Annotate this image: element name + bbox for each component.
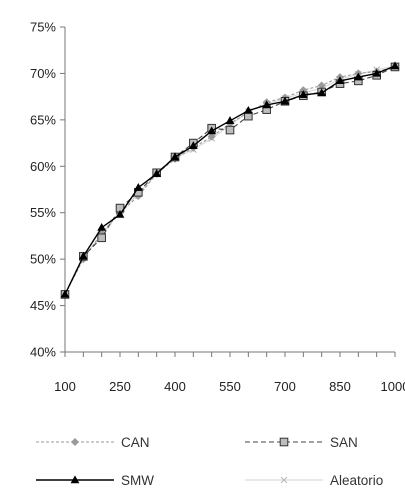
diamond-marker — [70, 437, 80, 447]
x-tick-label: 250 — [109, 379, 131, 394]
series-layer — [60, 61, 400, 299]
y-tick-label: 50% — [30, 252, 56, 267]
legend-label-smw: SMW — [121, 473, 154, 488]
triangle-marker — [353, 72, 363, 81]
triangle-marker — [280, 96, 290, 105]
legend-label-aleatorio: Aleatorio — [330, 473, 383, 488]
triangle-marker — [243, 105, 253, 114]
triangle-marker — [207, 126, 217, 135]
series-can — [60, 62, 400, 299]
y-tick-label: 70% — [30, 66, 56, 81]
triangle-marker — [372, 68, 382, 77]
chart-legend: CAN SAN SMW Aleatorio — [36, 435, 383, 488]
triangle-marker — [335, 76, 345, 85]
triangle-marker — [97, 222, 107, 231]
x-marker — [280, 476, 288, 484]
series-line-san — [64, 66, 396, 295]
triangle-marker — [78, 251, 88, 260]
diamond-marker — [207, 132, 216, 141]
legend-item-smw: SMW — [36, 473, 154, 488]
square-marker — [225, 125, 235, 135]
x-axis-tick-labels: 100 250 400 550 700 850 1000 — [54, 379, 405, 394]
y-axis-tick-labels: 40% 45% 50% 55% 60% 65% 70% 75% — [30, 20, 56, 360]
series-smw — [60, 61, 400, 298]
series-aleatorio — [61, 62, 399, 298]
triangle-marker — [70, 475, 80, 484]
square-marker — [97, 233, 106, 243]
y-tick-label: 45% — [30, 298, 56, 313]
triangle-marker — [225, 116, 235, 124]
triangle-marker — [60, 289, 70, 298]
triangle-marker — [298, 90, 308, 98]
series-line-smw — [64, 65, 396, 295]
triangle-marker — [152, 169, 162, 177]
y-tick-label: 65% — [30, 112, 56, 127]
x-tick-label: 700 — [274, 379, 296, 394]
series-line-can — [64, 66, 396, 295]
triangle-marker — [262, 100, 272, 109]
triangle-marker — [317, 88, 327, 97]
y-tick-label: 40% — [30, 345, 56, 360]
triangle-marker — [390, 61, 400, 70]
x-tick-label: 550 — [219, 379, 241, 394]
legend-label-can: CAN — [121, 435, 150, 450]
triangle-marker — [188, 141, 198, 150]
legend-item-aleatorio: Aleatorio — [245, 473, 383, 488]
series-line-aleatorio — [64, 65, 396, 295]
triangle-marker — [133, 183, 143, 191]
y-tick-label: 55% — [30, 205, 56, 220]
x-tick-label: 100 — [54, 379, 76, 394]
series-san — [60, 62, 400, 299]
x-tick-label: 850 — [329, 379, 351, 394]
triangle-marker — [115, 209, 125, 218]
y-tick-label: 60% — [30, 159, 56, 174]
x-tick-label: 1000 — [381, 379, 405, 394]
legend-item-can: CAN — [36, 435, 150, 450]
x-tick-label: 400 — [164, 379, 186, 394]
square-marker — [279, 437, 289, 447]
y-tick-label: 75% — [30, 20, 56, 35]
legend-item-san: SAN — [245, 435, 358, 450]
triangle-marker — [170, 152, 180, 161]
legend-label-san: SAN — [330, 435, 358, 450]
